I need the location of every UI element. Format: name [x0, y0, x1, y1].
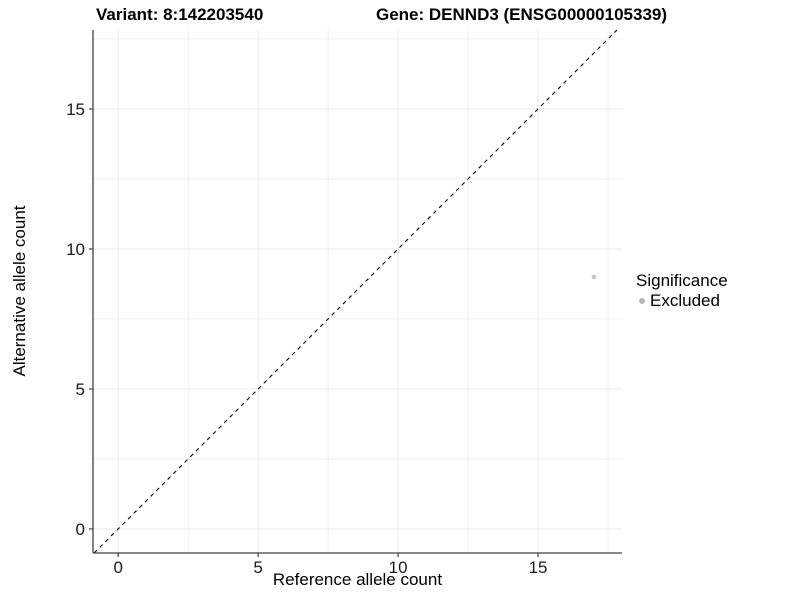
y-tick-label: 10 [66, 240, 85, 259]
legend: Significance Excluded [636, 271, 728, 310]
x-tick-label: 0 [113, 558, 122, 577]
identity-dashed-line [93, 29, 618, 554]
x-tick-label: 15 [529, 558, 548, 577]
legend-key-dot [639, 297, 645, 304]
variant-title: Variant: 8:142203540 [96, 5, 264, 24]
legend-item-label: Excluded [650, 291, 720, 310]
x-tick-label: 5 [253, 558, 262, 577]
x-axis-title: Reference allele count [272, 570, 443, 589]
y-tick-label: 15 [66, 100, 85, 119]
gene-title: Gene: DENND3 (ENSG00000105339) [376, 5, 668, 24]
y-axis-title: Alternative allele count [10, 205, 29, 377]
legend-title: Significance [636, 271, 728, 290]
data-point [591, 274, 597, 280]
y-tick-label: 0 [76, 520, 85, 539]
x-tick-label: 10 [389, 558, 408, 577]
y-tick-label: 5 [76, 380, 85, 399]
legend-item-excluded: Excluded [636, 291, 728, 310]
